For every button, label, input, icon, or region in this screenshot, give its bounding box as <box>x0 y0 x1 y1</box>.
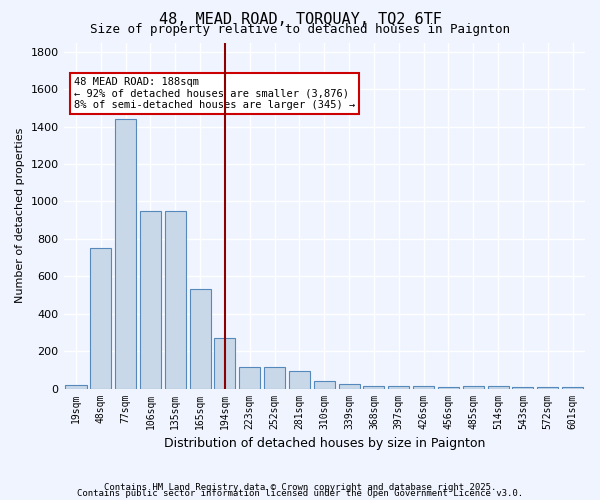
Text: Contains public sector information licensed under the Open Government Licence v3: Contains public sector information licen… <box>77 490 523 498</box>
Bar <box>364 386 385 388</box>
Bar <box>537 386 559 388</box>
Bar <box>314 381 335 388</box>
Bar <box>90 248 112 388</box>
Bar <box>463 386 484 388</box>
Bar <box>512 386 533 388</box>
Bar <box>413 386 434 388</box>
Bar <box>65 385 86 388</box>
Bar <box>338 384 359 388</box>
Bar <box>165 211 186 388</box>
X-axis label: Distribution of detached houses by size in Paignton: Distribution of detached houses by size … <box>164 437 485 450</box>
Bar <box>190 290 211 388</box>
Text: 48 MEAD ROAD: 188sqm
← 92% of detached houses are smaller (3,876)
8% of semi-det: 48 MEAD ROAD: 188sqm ← 92% of detached h… <box>74 77 355 110</box>
Text: Size of property relative to detached houses in Paignton: Size of property relative to detached ho… <box>90 22 510 36</box>
Bar <box>388 386 409 388</box>
Bar <box>289 371 310 388</box>
Bar <box>488 386 509 388</box>
Bar <box>115 119 136 388</box>
Text: Contains HM Land Registry data © Crown copyright and database right 2025.: Contains HM Land Registry data © Crown c… <box>104 484 496 492</box>
Bar <box>264 367 285 388</box>
Bar <box>214 338 235 388</box>
Bar <box>140 211 161 388</box>
Bar <box>239 367 260 388</box>
Y-axis label: Number of detached properties: Number of detached properties <box>15 128 25 303</box>
Bar <box>438 386 459 388</box>
Bar <box>562 386 583 388</box>
Text: 48, MEAD ROAD, TORQUAY, TQ2 6TF: 48, MEAD ROAD, TORQUAY, TQ2 6TF <box>158 12 442 28</box>
